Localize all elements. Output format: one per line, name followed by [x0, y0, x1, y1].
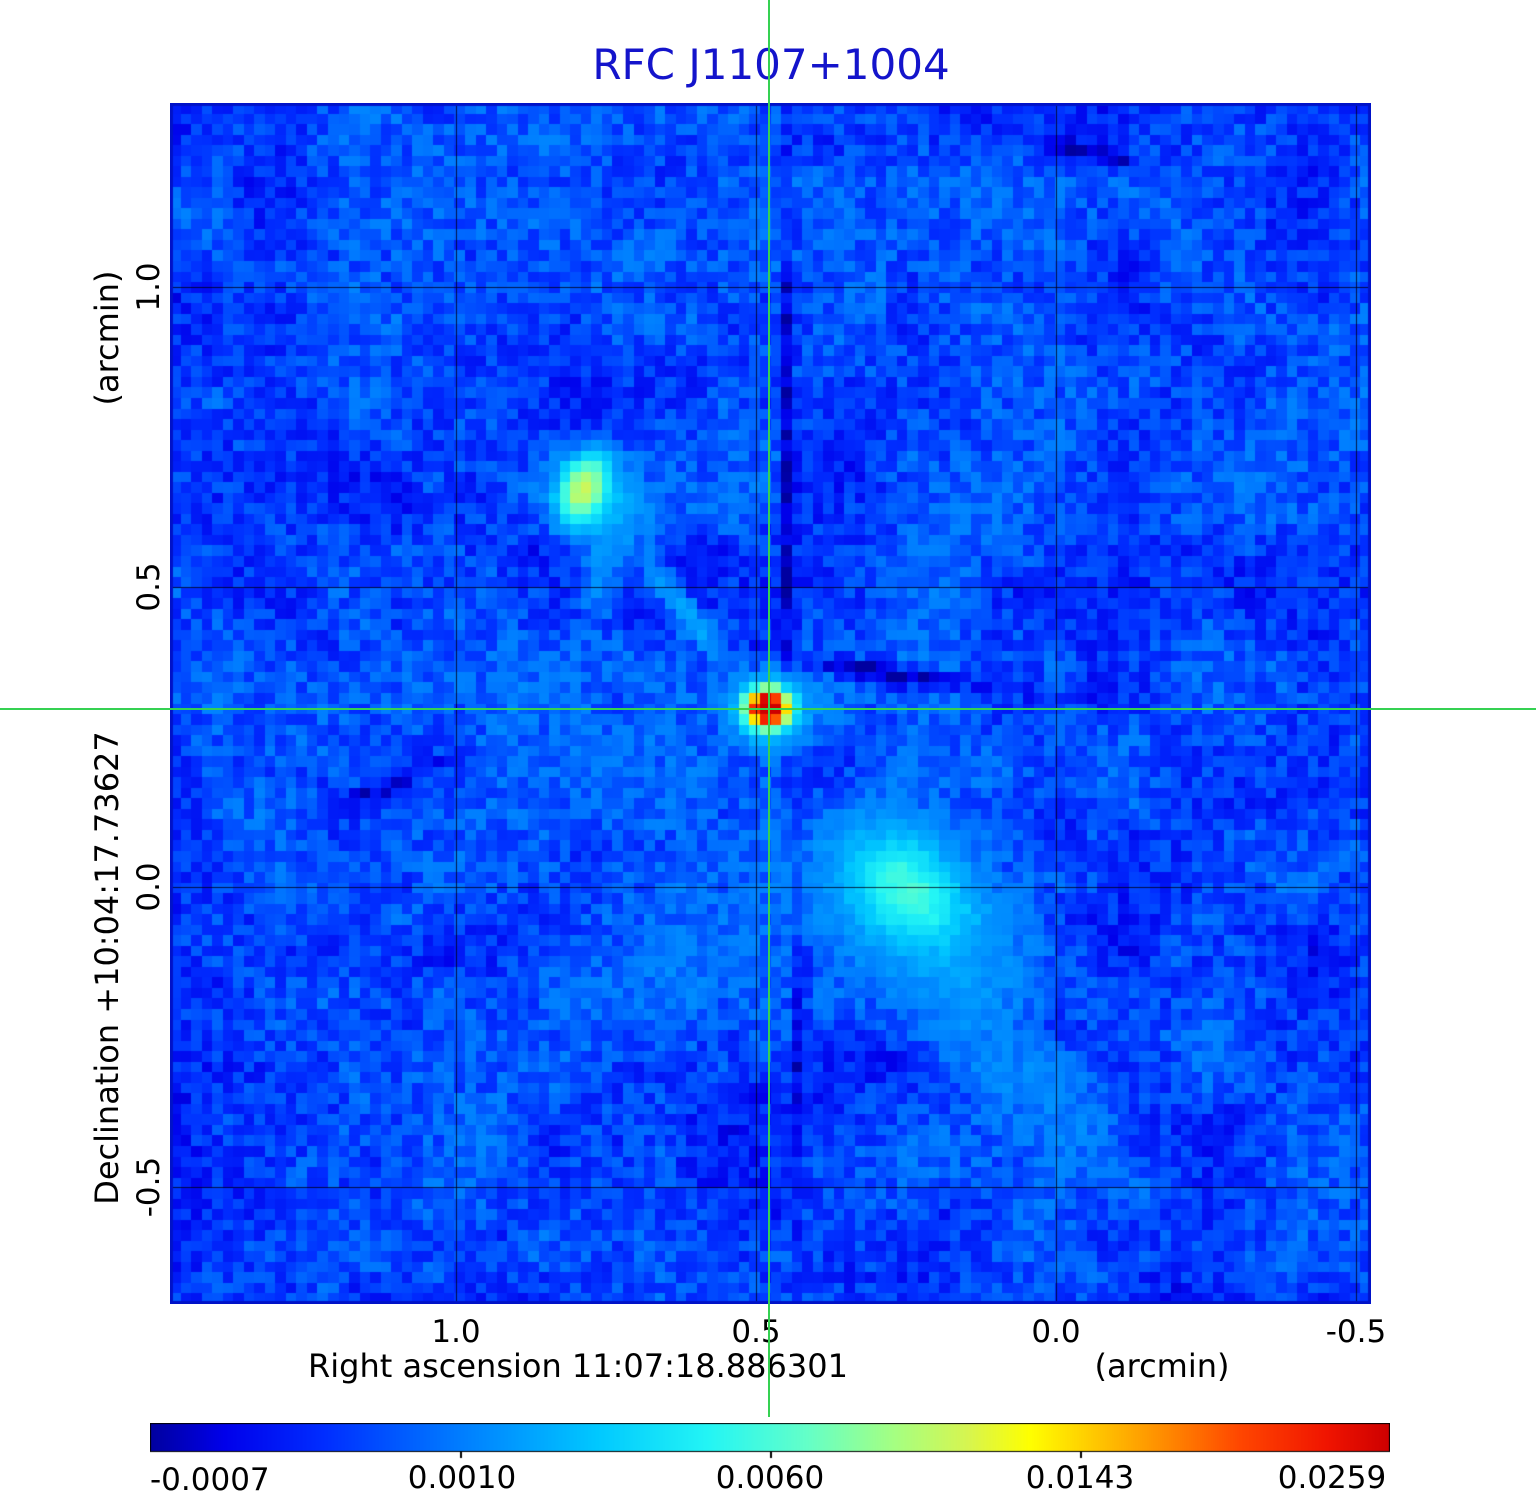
crosshair-horizontal-line	[0, 708, 1536, 710]
dec-axis-unit-label: (arcmin)	[88, 270, 126, 406]
ra-tick-label: 0.0	[1031, 1314, 1081, 1350]
ra-tick-label: 1.0	[431, 1314, 481, 1350]
colorbar-tick-label: 0.0143	[1025, 1460, 1135, 1496]
ra-tick-label: -0.5	[1325, 1314, 1387, 1350]
colorbar-tick-label: 0.0259	[1277, 1460, 1387, 1496]
ra-axis-unit-label: (arcmin)	[1094, 1347, 1230, 1385]
colorbar-tick-label: 0.0010	[407, 1460, 517, 1496]
dec-tick-label: 0.5	[131, 562, 167, 612]
dec-tick-label: -0.5	[131, 1156, 167, 1218]
ra-axis-label: Right ascension 11:07:18.886301	[308, 1347, 848, 1385]
radio-map-heatmap	[170, 103, 1371, 1304]
colorbar	[150, 1423, 1390, 1459]
dec-axis-label: Declination +10:04:17.73627	[88, 731, 126, 1205]
colorbar-tick-label: 0.0060	[715, 1460, 825, 1496]
dec-tick-label: 0.0	[131, 862, 167, 912]
dec-tick-label: 1.0	[131, 262, 167, 312]
colorbar-tick-label: -0.0007	[150, 1462, 270, 1498]
ra-tick-label: 0.5	[731, 1314, 781, 1350]
page-title: RFC J1107+1004	[592, 40, 950, 89]
